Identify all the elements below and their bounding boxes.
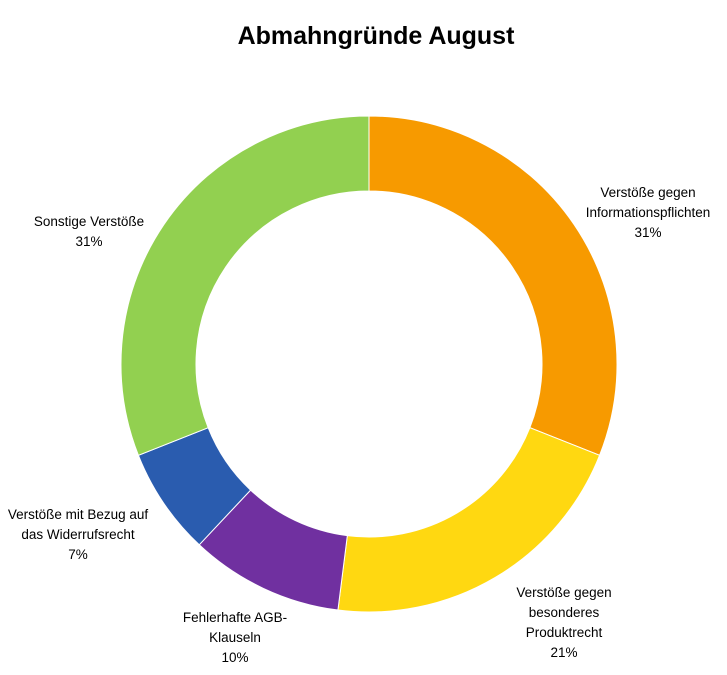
data-label-fehlerhafte-agb-klauseln: Fehlerhafte AGB- Klauseln 10%	[183, 610, 287, 665]
slice-verstoesse-gegen-informationspflichten	[368, 115, 618, 456]
data-label-line: 21%	[550, 645, 577, 660]
chart-title: Abmahngründe August	[238, 22, 516, 50]
data-label-line: besonderes	[529, 605, 600, 620]
data-label-verstoesse-gegen-informationspflichten: Verstöße gegen Informationspflichten 31%	[586, 185, 711, 240]
data-label-line: Sonstige Verstöße	[34, 214, 144, 229]
slices-layer	[120, 115, 618, 613]
data-label-line: Verstöße gegen	[600, 185, 695, 200]
data-label-line: das Widerrufsrecht	[21, 527, 135, 542]
data-label-sonstige-verstoesse: Sonstige Verstöße 31%	[34, 214, 144, 249]
data-label-line: Verstöße gegen	[516, 585, 611, 600]
labels-layer: Verstöße gegen Informationspflichten 31%Ve…	[8, 185, 710, 665]
data-label-line: Verstöße mit Bezug auf	[8, 507, 149, 522]
data-label-line: 31%	[634, 225, 661, 240]
data-label-line: Produktrecht	[526, 625, 603, 640]
data-label-verstoesse-gegen-besonderes-produktrecht: Verstöße gegen besonderes Produktrecht 21%	[516, 585, 611, 660]
data-label-line: 31%	[75, 234, 102, 249]
data-label-line: 10%	[221, 650, 248, 665]
data-label-line: Klauseln	[209, 630, 261, 645]
slice-sonstige-verstoesse	[120, 115, 370, 456]
data-label-verstoesse-mit-bezug-auf-das-widerrufsrecht: Verstöße mit Bezug auf das Widerrufsrecht…	[8, 507, 149, 562]
data-label-line: 7%	[68, 547, 88, 562]
data-label-line: Informationspflichten	[586, 205, 711, 220]
data-label-line: Fehlerhafte AGB-	[183, 610, 287, 625]
